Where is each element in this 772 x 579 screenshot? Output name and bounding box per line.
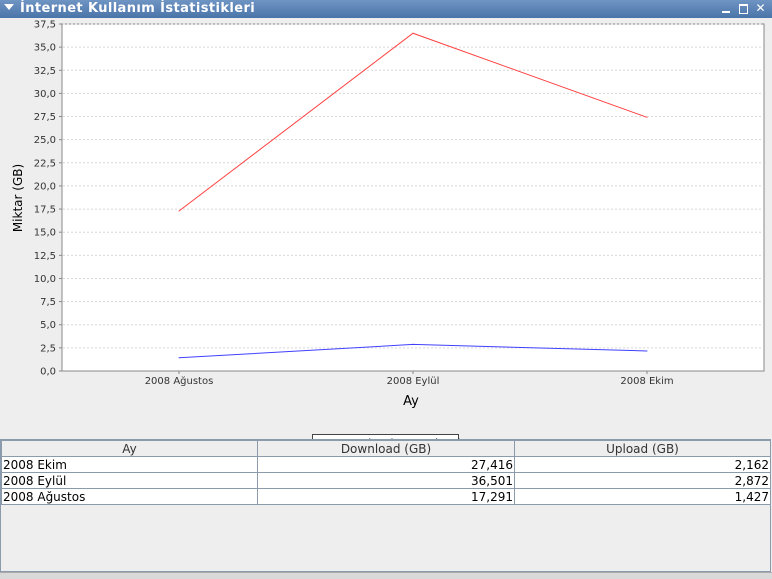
stats-table-panel[interactable]: Ay Download (GB) Upload (GB) 2008 Ekim 2… — [0, 439, 771, 572]
x-tick-label: 2008 Ekim — [620, 376, 673, 387]
column-header-upload[interactable]: Upload (GB) — [514, 440, 771, 457]
y-tick-label: 12,5 — [34, 251, 56, 262]
cell-month[interactable]: 2008 Eylül — [1, 472, 258, 489]
column-header-month[interactable]: Ay — [1, 440, 258, 457]
data-point-upload — [412, 343, 414, 345]
cell-download[interactable]: 36,501 — [257, 472, 515, 489]
table-row[interactable]: 2008 Eylül 36,501 2,872 — [1, 472, 771, 489]
y-tick-label: 10,0 — [34, 274, 56, 285]
y-tick-label: 25,0 — [34, 135, 56, 146]
data-point-download — [412, 32, 414, 34]
y-tick-label: 37,5 — [34, 20, 56, 31]
cell-upload[interactable]: 2,162 — [514, 456, 771, 473]
y-tick-label: 17,5 — [34, 205, 56, 216]
column-header-download[interactable]: Download (GB) — [257, 440, 515, 457]
line-chart: 0,0 2,5 5,0 7,5 10,0 12,5 15,0 17,5 20,0 22,5 25,0… — [11, 20, 765, 409]
table-header-row: Ay Download (GB) Upload (GB) — [1, 440, 771, 457]
y-tick-label: 22,5 — [34, 158, 56, 169]
cell-month[interactable]: 2008 Ağustos — [1, 488, 258, 505]
table-row[interactable]: 2008 Ekim 27,416 2,162 — [1, 456, 771, 473]
y-tick-label: 5,0 — [40, 320, 56, 331]
y-tick-label: 20,0 — [34, 181, 56, 192]
close-icon[interactable]: ✕ — [755, 1, 766, 15]
x-tick-label: 2008 Eylül — [387, 376, 440, 387]
data-point-download — [178, 210, 180, 212]
cell-download[interactable]: 17,291 — [257, 488, 515, 505]
x-tick-label: 2008 Ağustos — [145, 375, 214, 387]
data-point-upload — [646, 350, 648, 352]
minimize-icon[interactable] — [720, 2, 733, 15]
window-menu-icon[interactable] — [4, 4, 14, 10]
y-axis-label: Miktar (GB) — [11, 164, 25, 232]
y-tick-label: 32,5 — [34, 66, 56, 77]
y-tick-label: 35,0 — [34, 43, 56, 54]
cell-upload[interactable]: 2,872 — [514, 472, 771, 489]
cell-download[interactable]: 27,416 — [257, 456, 515, 473]
window-title: İnternet Kullanım İstatistikleri — [20, 1, 256, 16]
y-tick-label: 7,5 — [40, 297, 56, 308]
window-bottom-border — [0, 572, 772, 579]
y-tick-label: 0,0 — [40, 367, 56, 378]
data-point-download — [646, 116, 648, 118]
x-axis-label: Ay — [403, 394, 419, 409]
maximize-icon[interactable] — [737, 2, 750, 15]
y-tick-label: 27,5 — [34, 112, 56, 123]
cell-upload[interactable]: 1,427 — [514, 488, 771, 505]
y-tick-label: 30,0 — [34, 89, 56, 100]
y-tick-label: 2,5 — [40, 343, 56, 354]
y-tick-label: 15,0 — [34, 228, 56, 239]
stats-table: Ay Download (GB) Upload (GB) 2008 Ekim 2… — [1, 440, 771, 505]
plot-area — [61, 23, 765, 372]
chart-panel: 0,0 2,5 5,0 7,5 10,0 12,5 15,0 17,5 20,0 22,5 25,0… — [0, 18, 772, 454]
window-titlebar: İnternet Kullanım İstatistikleri ✕ — [0, 0, 772, 18]
table-row[interactable]: 2008 Ağustos 17,291 1,427 — [1, 488, 771, 505]
data-point-upload — [178, 357, 180, 359]
cell-month[interactable]: 2008 Ekim — [1, 456, 258, 473]
